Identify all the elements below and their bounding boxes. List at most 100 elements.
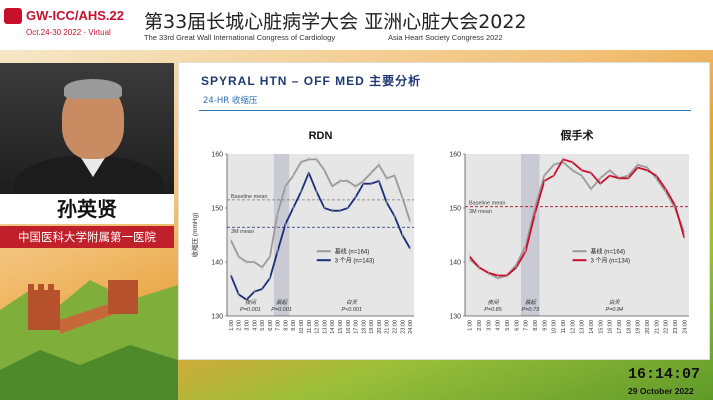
period-label: 夜间 <box>245 299 258 306</box>
conference-header: GW-ICC/AHS.22 Oct.24-30 2022 · Virtual 第… <box>0 0 713 50</box>
period-label: 夜间 <box>487 299 500 306</box>
baseline-mean-label: Baseline mean <box>231 194 267 200</box>
x-tick-label: 8:00 <box>283 320 289 331</box>
x-tick-label: 17:00 <box>617 320 623 334</box>
x-tick-label: 6:00 <box>514 320 520 331</box>
x-tick-label: 20:00 <box>377 320 383 334</box>
x-tick-label: 10:00 <box>299 320 305 334</box>
y-tick-label: 150 <box>449 206 461 213</box>
x-tick-label: 3:00 <box>486 320 492 331</box>
x-tick-label: 19:00 <box>369 320 375 334</box>
heart-logo-icon <box>4 8 22 24</box>
y-axis-label: 收缩压 (mmHg) <box>190 213 199 258</box>
conference-title-en-asia: Asia Heart Society Congress 2022 <box>388 33 503 42</box>
x-tick-label: 13:00 <box>322 320 328 334</box>
x-tick-label: 18:00 <box>626 320 632 334</box>
y-tick-label: 160 <box>211 152 223 159</box>
followup-mean-label: 3M mean <box>231 229 254 235</box>
x-tick-label: 23:00 <box>673 320 679 334</box>
great-wall-artwork <box>0 280 178 400</box>
x-tick-label: 1:00 <box>468 320 474 331</box>
p-value-label: P=0.84 <box>606 307 624 313</box>
x-tick-label: 6:00 <box>268 320 274 331</box>
x-tick-label: 5:00 <box>260 320 266 331</box>
p-value-label: P<0.001 <box>341 307 362 313</box>
clock-time: 16:14:07 <box>628 366 701 383</box>
legend-label: 3 个月 (n=134) <box>591 258 631 265</box>
clock-date: 29 October 2022 <box>628 386 694 396</box>
x-tick-label: 13:00 <box>580 320 586 334</box>
x-tick-label: 11:00 <box>307 320 313 333</box>
legend-label: 基线 (n=164) <box>591 248 626 256</box>
y-tick-label: 160 <box>449 152 461 159</box>
shaded-period-0 <box>465 154 521 316</box>
x-tick-label: 15:00 <box>598 320 604 334</box>
slide-divider <box>199 110 691 111</box>
x-tick-label: 7:00 <box>276 320 282 331</box>
x-tick-label: 4:00 <box>252 320 258 331</box>
x-tick-label: 12:00 <box>315 320 321 334</box>
x-tick-label: 3:00 <box>244 320 250 331</box>
y-tick-label: 130 <box>211 314 223 321</box>
x-tick-label: 8:00 <box>533 320 539 331</box>
chart-title: RDN <box>309 130 333 142</box>
conference-title-cn: 第33届长城心脏病学大会 亚洲心脏大会2022 <box>144 11 527 33</box>
conference-dates: Oct.24-30 2022 · Virtual <box>26 28 111 37</box>
series-line-0 <box>230 158 411 269</box>
x-tick-label: 24:00 <box>682 320 688 334</box>
y-tick-label: 130 <box>449 314 461 321</box>
y-tick-label: 140 <box>449 260 461 267</box>
p-value-label: P=0.85 <box>484 307 503 313</box>
x-tick-label: 14:00 <box>589 320 595 334</box>
x-tick-label: 15:00 <box>338 320 344 334</box>
x-tick-label: 20:00 <box>645 320 651 334</box>
x-tick-label: 23:00 <box>400 320 406 334</box>
speaker-affiliation: 中国医科大学附属第一医院 <box>0 226 174 248</box>
followup-mean-label: 3M mean <box>469 209 492 215</box>
p-value-label: P=0.001 <box>271 307 292 313</box>
period-label: 晨起 <box>525 299 538 306</box>
shaded-period-0 <box>227 154 274 316</box>
conference-logo: GW-ICC/AHS.22 <box>26 8 124 23</box>
x-tick-label: 7:00 <box>524 320 530 331</box>
x-tick-label: 9:00 <box>542 320 548 331</box>
legend-label: 基线 (n=164) <box>335 248 370 256</box>
series-line-1 <box>230 172 411 301</box>
slide-title: SPYRAL HTN – OFF MED 主要分析 <box>201 74 422 88</box>
speaker-hair <box>64 79 122 99</box>
speaker-video <box>0 63 174 194</box>
x-tick-label: 22:00 <box>664 320 670 334</box>
x-tick-label: 2:00 <box>477 320 483 331</box>
x-tick-label: 22:00 <box>393 320 399 334</box>
x-tick-label: 21:00 <box>385 320 391 334</box>
x-tick-label: 12:00 <box>570 320 576 334</box>
x-tick-label: 24:00 <box>408 320 414 334</box>
x-tick-label: 1:00 <box>229 320 235 331</box>
p-value-label: P=0.73 <box>522 307 541 313</box>
period-label: 白天 <box>346 299 358 306</box>
x-tick-label: 18:00 <box>361 320 367 334</box>
x-tick-label: 10:00 <box>552 320 558 334</box>
x-tick-label: 11:00 <box>561 320 567 333</box>
x-tick-label: 14:00 <box>330 320 336 334</box>
series-line-1 <box>469 158 686 277</box>
period-label: 晨起 <box>276 299 289 306</box>
x-tick-label: 9:00 <box>291 320 297 331</box>
slide-subtitle: 24-HR 收缩压 <box>203 96 258 106</box>
x-tick-label: 4:00 <box>496 320 502 331</box>
x-tick-label: 16:00 <box>346 320 352 334</box>
conference-title-en: The 33rd Great Wall International Congre… <box>144 33 336 42</box>
x-tick-label: 2:00 <box>237 320 243 331</box>
speaker-name: 孙英贤 <box>0 194 174 224</box>
x-tick-label: 16:00 <box>608 320 614 334</box>
shaded-period-2 <box>539 154 689 316</box>
x-tick-label: 21:00 <box>654 320 660 334</box>
p-value-label: P=0.001 <box>240 307 261 313</box>
shaded-period-2 <box>289 154 414 316</box>
y-tick-label: 140 <box>211 260 223 267</box>
chart-title: 假手术 <box>561 128 594 142</box>
x-tick-label: 17:00 <box>354 320 360 334</box>
presentation-slide: SPYRAL HTN – OFF MED 主要分析 24-HR 收缩压 RDN 收… <box>178 62 710 360</box>
y-tick-label: 150 <box>211 206 223 213</box>
